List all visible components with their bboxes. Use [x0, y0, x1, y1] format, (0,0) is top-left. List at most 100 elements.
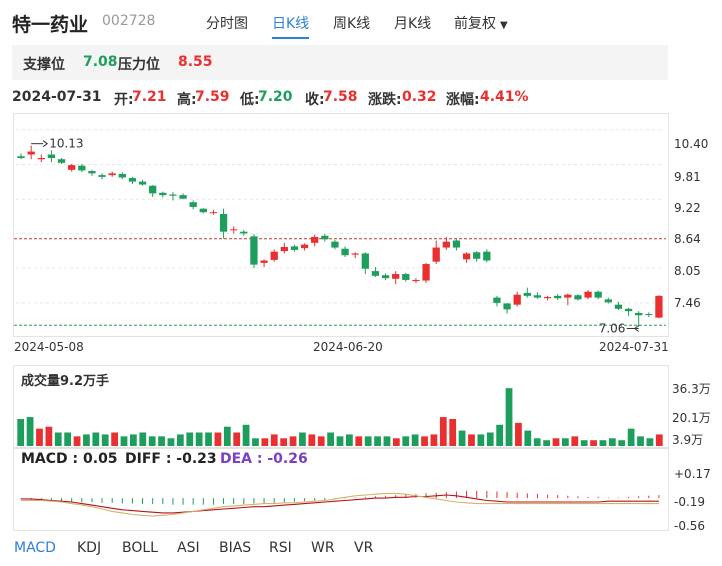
candle-body	[604, 299, 612, 303]
volume-bar	[580, 440, 588, 446]
indicator-boll[interactable]: BOLL	[122, 540, 158, 556]
pct-value: 4.41%	[480, 89, 529, 105]
candle-body	[392, 274, 400, 279]
volume-bar	[54, 432, 62, 446]
volume-bar	[458, 430, 466, 446]
volume-bar	[317, 436, 325, 446]
candle-body	[17, 156, 25, 159]
indicator-wr[interactable]: WR	[311, 540, 335, 556]
tab-daily-k[interactable]: 日K线	[272, 13, 310, 39]
volume-bar	[533, 438, 541, 446]
adjust-dropdown[interactable]: 前复权 ▼	[454, 13, 508, 33]
macd-y-tick: -0.19	[674, 495, 706, 509]
pct-label: 涨幅:	[446, 92, 480, 108]
min-arrow-icon	[633, 325, 639, 332]
candle-body	[118, 173, 126, 178]
candle-body	[98, 175, 106, 177]
candle-body	[584, 291, 592, 298]
volume-bar	[599, 440, 607, 446]
min-price-label: 7.06	[599, 321, 626, 335]
candle-body	[321, 235, 329, 240]
max-arrow-icon	[42, 140, 49, 148]
volume-bar	[214, 432, 222, 446]
volume-bar	[130, 434, 137, 446]
volume-bar	[308, 434, 316, 446]
candle-body	[240, 231, 248, 234]
volume-bar	[411, 434, 419, 446]
candle-body	[128, 178, 137, 182]
indicator-bias[interactable]: BIAS	[219, 540, 252, 556]
volume-bar	[280, 438, 288, 446]
y-tick: 10.40	[674, 137, 709, 151]
tab-monthly-k[interactable]: 月K线	[394, 16, 432, 32]
candle-body	[564, 294, 572, 298]
candle-body	[614, 304, 623, 309]
resistance-label: 压力位	[118, 57, 160, 73]
volume-y-tick: 36.3万	[672, 382, 711, 396]
volume-bar	[383, 436, 391, 446]
volume-bar	[505, 388, 513, 446]
candle-body	[57, 159, 66, 163]
volume-bar	[562, 438, 569, 446]
candle-body	[422, 264, 430, 281]
high-value: 7.59	[195, 89, 230, 105]
candle-body	[149, 185, 157, 194]
candle-body	[503, 303, 511, 310]
open-label: 开:	[114, 92, 134, 108]
volume-panel	[13, 365, 669, 449]
volume-bar	[608, 438, 616, 446]
candle-body	[432, 247, 440, 262]
candle-body	[331, 241, 339, 248]
tab-weekly-k[interactable]: 周K线	[333, 16, 371, 32]
tab-intraday[interactable]: 分时图	[206, 16, 248, 32]
indicator-kdj[interactable]: KDJ	[77, 540, 102, 556]
volume-bar	[327, 432, 334, 446]
candle-body	[574, 295, 582, 300]
macd-y-tick: +0.17	[674, 467, 711, 481]
volume-bar	[176, 434, 184, 446]
candle-body	[209, 212, 218, 214]
volume-bar	[120, 436, 128, 446]
candle-body	[412, 279, 420, 282]
indicator-macd[interactable]: MACD	[14, 540, 56, 556]
candle-body	[37, 158, 45, 160]
candle-body	[483, 251, 491, 261]
candle-body	[230, 229, 238, 231]
volume-bar	[148, 436, 156, 446]
volume-bar	[392, 438, 400, 446]
volume-bar	[421, 436, 428, 446]
candle-body	[27, 151, 35, 155]
x-tick: 2024-05-08	[14, 340, 84, 354]
candle-body	[189, 202, 197, 207]
low-value: 7.20	[258, 89, 293, 105]
dea-legend: DEA : -0.26	[220, 451, 308, 467]
candle-body	[78, 165, 86, 171]
candle-body	[290, 246, 299, 250]
max-price-label: 10.13	[49, 137, 83, 151]
volume-bar	[468, 434, 475, 446]
change-label: 涨跌:	[368, 92, 402, 108]
volume-bar	[92, 432, 100, 446]
indicator-vr[interactable]: VR	[354, 540, 374, 556]
candle-body	[452, 240, 461, 248]
kline-panel	[13, 113, 669, 337]
candle-body	[371, 271, 380, 276]
resistance-value: 8.55	[178, 54, 213, 70]
diff-legend: DIFF : -0.23	[125, 451, 217, 467]
volume-bar	[26, 417, 34, 446]
candle-body	[381, 275, 390, 279]
volume-bar	[17, 419, 25, 446]
candle-body	[199, 208, 207, 213]
y-tick: 8.64	[674, 232, 701, 246]
volume-bar	[242, 424, 250, 446]
volume-bar	[515, 422, 522, 446]
indicator-rsi[interactable]: RSI	[269, 540, 292, 556]
close-value: 7.58	[323, 89, 358, 105]
candle-body	[169, 194, 177, 196]
volume-y-tick: 3.9万	[672, 433, 704, 447]
volume-bar	[552, 438, 560, 446]
indicator-asi[interactable]: ASI	[177, 540, 200, 556]
volume-bar	[45, 426, 53, 446]
volume-bar	[477, 434, 485, 446]
